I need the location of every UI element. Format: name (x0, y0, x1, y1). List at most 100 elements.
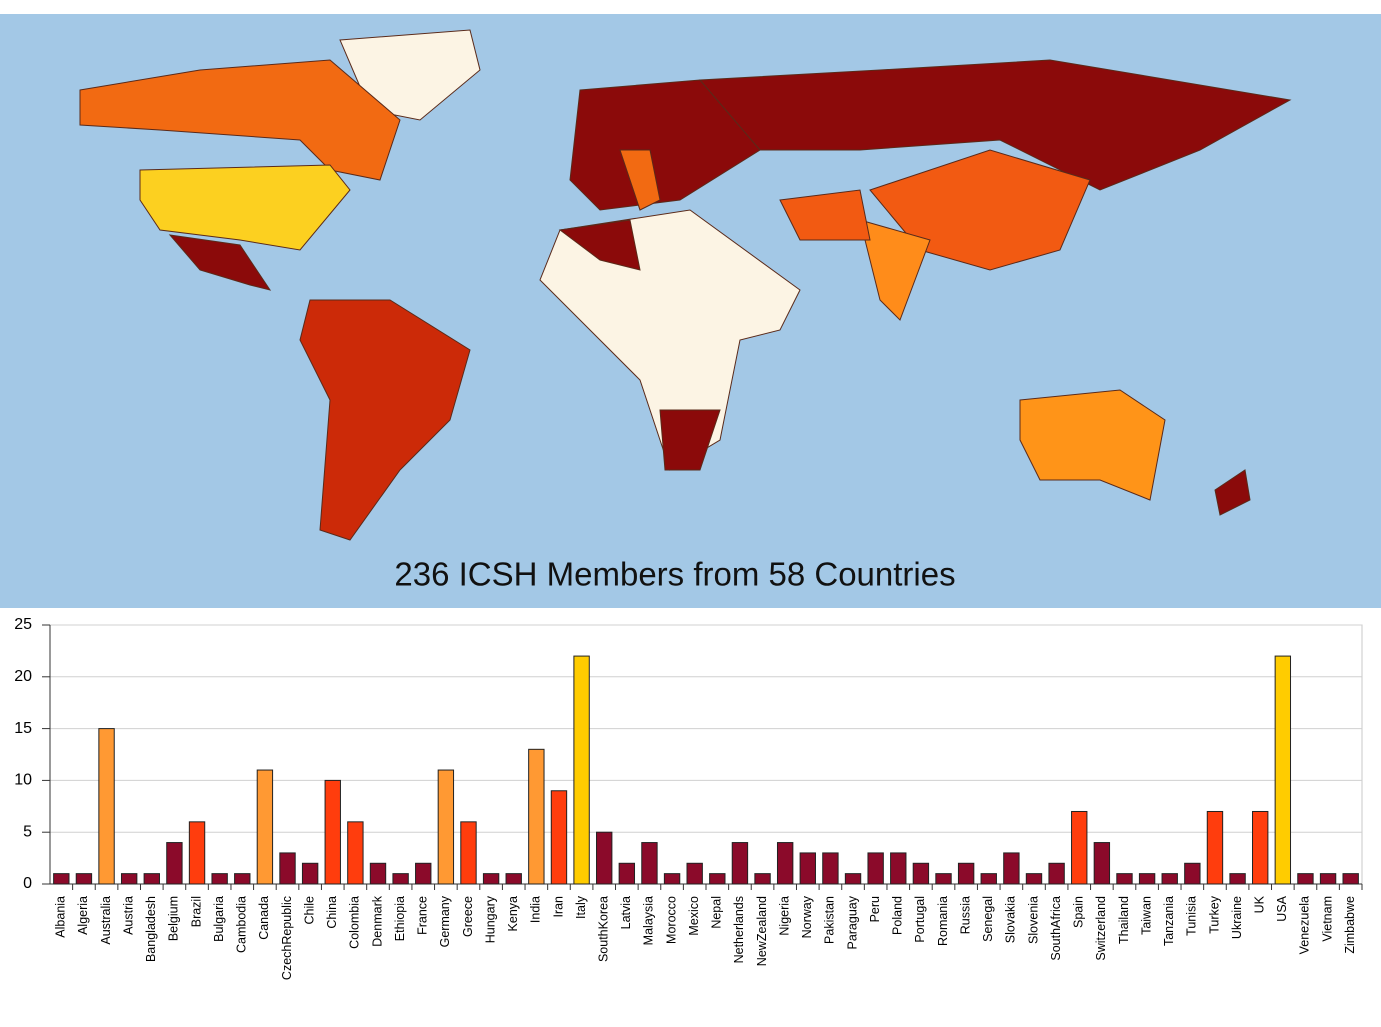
x-tick-label: Bulgaria (212, 896, 226, 942)
bar (98, 728, 115, 885)
x-tick-label: Poland (891, 896, 905, 935)
bar (799, 852, 816, 885)
x-tick-label: Malaysia (642, 896, 656, 945)
x-tick-label: Tanzania (1162, 896, 1176, 946)
bar (980, 873, 997, 885)
x-tick-label: Slovenia (1026, 896, 1040, 944)
x-tick-label: Vietnam (1320, 896, 1334, 942)
world-map (79, 29, 1292, 541)
x-tick-label: Hungary (483, 895, 497, 943)
bar (528, 748, 545, 885)
bar (957, 862, 975, 885)
x-tick-label: India (529, 896, 543, 923)
x-tick-label: Switzerland (1094, 896, 1108, 961)
bar (234, 873, 251, 885)
x-tick-label: Mexico (687, 896, 701, 936)
x-tick-label: Cambodia (235, 896, 249, 953)
x-tick-label: Peru (868, 896, 882, 922)
bar (731, 842, 749, 885)
x-tick-label: Zimbabwe (1343, 896, 1357, 954)
bar (120, 873, 138, 885)
bar (618, 862, 636, 885)
x-tick-label: Netherlands (732, 896, 746, 963)
x-tick-label: Slovakia (1004, 896, 1018, 943)
bar (143, 873, 160, 885)
x-tick-label: Chile (302, 896, 316, 925)
x-tick-label: NewZealand (755, 896, 769, 966)
bar (324, 779, 341, 885)
bar (1003, 852, 1020, 885)
bar (166, 842, 183, 885)
x-tick-label: Italy (574, 895, 588, 919)
bar (460, 821, 477, 885)
x-tick-label: Thailand (1117, 896, 1131, 944)
bar (1025, 873, 1043, 885)
bar (1071, 810, 1088, 885)
x-tick-label: Norway (800, 895, 814, 938)
x-tick-label: Romania (936, 896, 950, 946)
bar (301, 862, 319, 885)
x-tick-label: Senegal (981, 896, 995, 942)
x-tick-label: SouthAfrica (1049, 896, 1063, 961)
bar (754, 873, 771, 885)
bar (1161, 873, 1178, 885)
bar (641, 842, 658, 885)
bar (1319, 873, 1337, 885)
bar (550, 790, 568, 885)
y-tick-label: 5 (23, 823, 32, 840)
bar-chart: 0 5 10 15 20 25 Albania Algeria Australia Austria… (14, 616, 1363, 980)
x-tick-label: France (416, 896, 430, 935)
bar (211, 873, 228, 885)
bar (279, 852, 296, 885)
bar (1184, 862, 1201, 885)
x-tick-label: Russia (958, 896, 972, 934)
bar (482, 873, 500, 885)
x-tick-label: Kenya (506, 896, 520, 931)
bar (53, 873, 70, 885)
x-tick-label: Brazil (189, 896, 203, 927)
plot-frame (49, 624, 1363, 885)
x-tick-label: Canada (257, 896, 271, 940)
x-tick-label: Turkey (1207, 895, 1221, 933)
x-tick-label: SouthKorea (597, 896, 611, 962)
bar (709, 873, 726, 885)
x-tick-label: Albania (54, 896, 68, 938)
chart-title: 236 ICSH Members from 58 Countries (394, 556, 955, 593)
y-tick-label: 15 (14, 720, 32, 737)
x-tick-label: Ukraine (1230, 896, 1244, 939)
bar (1342, 873, 1359, 885)
x-tick-label: Spain (1072, 896, 1086, 928)
x-tick-label: Ethiopia (393, 896, 407, 941)
x-tick-label: CzechRepublic (280, 896, 294, 980)
x-tick-label: Nigeria (777, 896, 791, 936)
x-tick-label: Australia (99, 896, 113, 945)
y-tick-label: 25 (14, 616, 32, 633)
y-tick-label: 10 (14, 772, 32, 789)
bar (415, 862, 432, 885)
bar (347, 821, 364, 885)
x-tick-label: Venezuela (1298, 896, 1312, 954)
bar (392, 873, 409, 885)
bar (1274, 655, 1292, 885)
y-tick-label: 0 (23, 875, 32, 892)
bar (188, 821, 206, 885)
x-tick-label: USA (1275, 895, 1289, 921)
bar (1048, 862, 1065, 885)
bar (686, 862, 703, 885)
bar (505, 873, 522, 885)
x-tick-label: Nepal (710, 896, 724, 929)
x-tick-label: Austria (121, 896, 135, 935)
bar (1093, 842, 1111, 885)
x-tick-label: Latvia (619, 896, 633, 929)
x-tick-label: Paraguay (845, 895, 859, 949)
bar (573, 655, 590, 885)
x-tick-label: Greece (461, 896, 475, 937)
bar (663, 873, 681, 885)
bar (437, 769, 455, 885)
bar (1229, 873, 1246, 885)
bar (75, 873, 93, 885)
x-tick-label: Algeria (76, 896, 90, 935)
bar (1206, 810, 1224, 885)
x-tick-label: UK (1253, 895, 1267, 913)
